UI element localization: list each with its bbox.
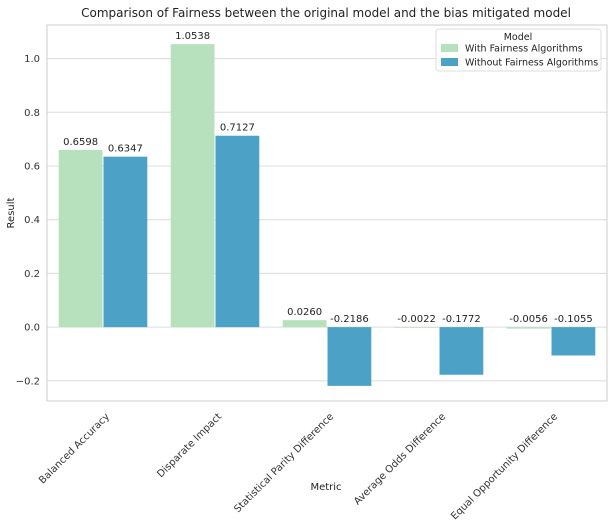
x-axis-label: Metric [310, 482, 341, 493]
y-axis-label: Result [6, 197, 17, 228]
x-tick-label: Average Odds Difference [352, 411, 448, 507]
data-label: 1.0538 [175, 31, 210, 42]
data-label: -0.0022 [397, 314, 436, 325]
legend-box [435, 28, 602, 72]
bar [215, 135, 260, 328]
bar [327, 327, 372, 386]
legend-swatch-without [441, 58, 458, 66]
data-label: -0.1055 [554, 314, 593, 325]
y-tick-label: −0.2 [16, 376, 40, 387]
bar [282, 320, 327, 328]
y-tick-labels: −0.2 0.0 0.2 0.4 0.6 0.8 1.0 [16, 54, 40, 387]
bar [58, 149, 103, 328]
data-label: -0.2186 [330, 314, 369, 325]
data-label: 0.6598 [63, 137, 98, 148]
bar [103, 156, 148, 328]
legend-title: Model [504, 32, 533, 43]
data-label: 0.0260 [287, 307, 322, 318]
x-tick-labels: Balanced Accuracy Disparate Impact Statist… [37, 411, 560, 522]
data-label: -0.1772 [442, 314, 481, 325]
plot-frame [46, 24, 608, 402]
x-tick-label: Disparate Impact [155, 411, 224, 480]
y-tick-label: 0.4 [24, 215, 40, 226]
y-tick-label: 0.6 [24, 162, 40, 173]
legend-label-with: With Fairness Algorithms [465, 44, 583, 55]
legend-swatch-with [441, 44, 458, 52]
data-labels: 0.6598 1.0538 0.0260 -0.0022 -0.0056 0.6347 0.… [63, 31, 593, 325]
y-tick-label: 0.8 [24, 108, 40, 119]
x-tick-label: Equal Opportunity Difference [449, 411, 560, 522]
chart-title: Comparison of Fairness between the origi… [81, 6, 571, 20]
y-tick-label: 0.2 [24, 269, 40, 280]
x-tick-label: Statistical Parity Difference [232, 411, 336, 515]
bar [394, 327, 439, 328]
legend: Model With Fairness Algorithms Without F… [435, 28, 602, 72]
data-label: -0.0056 [509, 314, 548, 325]
data-label: 0.7127 [220, 123, 255, 134]
y-tick-label: 0.0 [24, 323, 40, 334]
bars [58, 44, 596, 386]
bar [506, 327, 551, 329]
bar [170, 44, 215, 328]
x-tick-label: Balanced Accuracy [37, 411, 112, 486]
y-tick-label: 1.0 [24, 54, 40, 65]
bar [439, 327, 484, 375]
data-label: 0.6347 [108, 144, 143, 155]
legend-label-without: Without Fairness Algorithms [465, 58, 598, 69]
bar [551, 327, 596, 356]
